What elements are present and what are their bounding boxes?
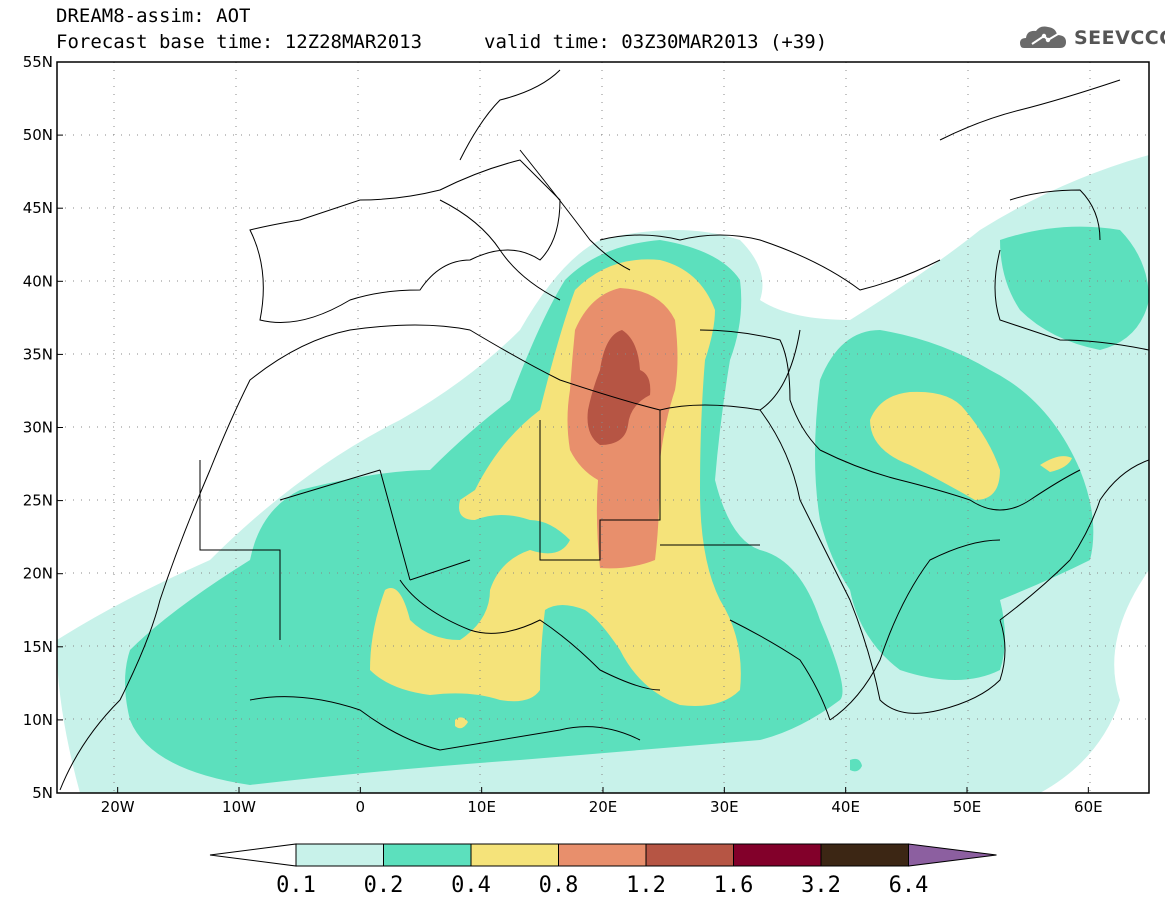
colorbar-box [558,843,647,867]
lon-tick-label: 10E [467,798,496,816]
colorbar-box [645,843,734,867]
lon-tick-label: 0 [356,798,366,816]
colorbar-label: 1.2 [626,873,666,898]
latitude-axis: 55N 50N 45N 40N 35N 30N 25N 20N 15N 10N 5N [23,53,63,802]
colorbar-label: 0.8 [539,873,579,898]
lat-tick-label: 5N [32,784,53,802]
logo-text: SEEVCCC [1074,27,1165,49]
colorbar-arrow-high [908,843,997,867]
lon-tick-label: 30E [710,798,739,816]
map-title: DREAM8-assim: AOT [56,5,251,27]
lon-tick-label: 40E [831,798,860,816]
colorbar-label: 6.4 [889,873,929,898]
lat-tick-label: 20N [23,565,53,583]
lat-tick-label: 45N [23,199,53,217]
colorbar-box [733,843,822,867]
lon-tick-label: 50E [953,798,982,816]
longitude-axis: 20W 10W 0 10E 20E 30E 40E 50E 60E [101,787,1103,816]
lat-tick-label: 55N [23,53,53,71]
colorbar-box [470,843,559,867]
lon-tick-label: 60E [1074,798,1103,816]
lat-tick-label: 30N [23,419,53,437]
lat-tick-label: 35N [23,345,53,363]
lon-tick-label: 10W [222,798,256,816]
forecast-base-time: Forecast base time: 12Z28MAR2013 [56,31,423,53]
lat-tick-label: 15N [23,638,53,656]
lon-tick-label: 20E [589,798,618,816]
lon-tick-label: 20W [101,798,135,816]
lat-tick-label: 40N [23,272,53,290]
colorbar-box [295,843,384,867]
lat-tick-label: 25N [23,492,53,510]
colorbar-box [383,843,472,867]
colorbar-label: 1.6 [714,873,754,898]
valid-time: valid time: 03Z30MAR2013 (+39) [484,31,828,53]
coastlines [59,69,1149,791]
colorbar-box [820,843,909,867]
lat-tick-label: 50N [23,126,53,144]
lat-tick-label: 10N [23,711,53,729]
colorbar-arrow-low [209,843,297,867]
cloud-icon [1020,26,1066,48]
colorbar-label: 0.2 [364,873,404,898]
aot-band-1.2 [587,330,651,445]
colorbar-label: 3.2 [801,873,841,898]
colorbar-label: 0.1 [276,873,316,898]
colorbar-label: 0.4 [451,873,491,898]
